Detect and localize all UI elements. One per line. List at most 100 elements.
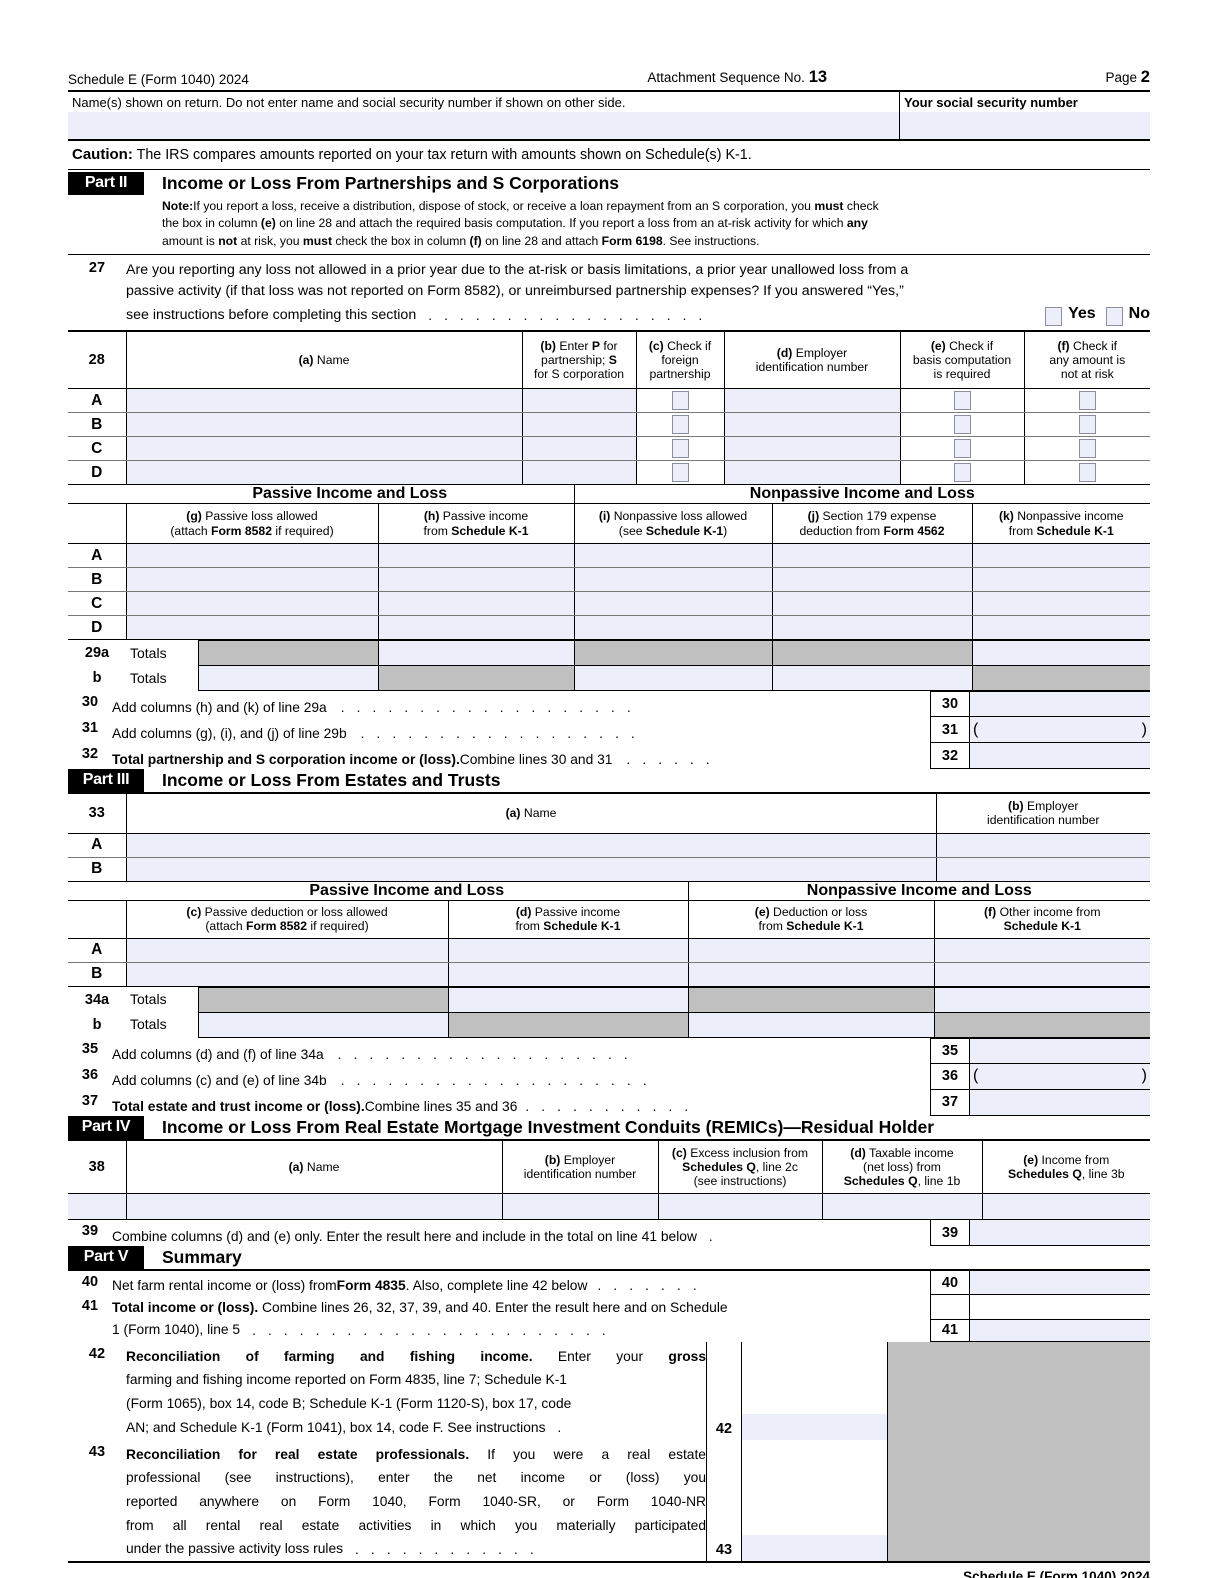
line-42-amount[interactable] (742, 1413, 887, 1440)
cell-28a-c[interactable] (125, 436, 522, 462)
cell-k-a[interactable] (971, 543, 1151, 569)
line-39-amount[interactable] (970, 1220, 1150, 1247)
not-at-risk-checkbox[interactable] (1078, 415, 1096, 435)
cell-29b-g[interactable] (197, 665, 378, 692)
cell-i-a[interactable] (573, 543, 772, 569)
cell-38a[interactable] (125, 1193, 502, 1221)
cell-28f-b[interactable] (1023, 412, 1150, 438)
cell-h-b[interactable] (377, 567, 574, 593)
cell-j-d[interactable] (771, 615, 972, 641)
cell-33b-b[interactable] (935, 857, 1150, 882)
line-35-amount[interactable] (970, 1037, 1150, 1064)
cell-34b-e[interactable] (687, 1012, 934, 1038)
cell-28e-c[interactable] (899, 436, 1024, 462)
cell-34a-d[interactable] (447, 986, 688, 1013)
cell-c-a[interactable] (125, 938, 448, 963)
cell-29a-k[interactable] (971, 640, 1150, 667)
line-37-amount[interactable] (970, 1089, 1150, 1116)
basis-computation-checkbox[interactable] (953, 439, 971, 459)
cell-38d[interactable] (821, 1193, 982, 1221)
cell-28d-d[interactable] (723, 460, 900, 486)
foreign-partnership-checkbox[interactable] (671, 415, 689, 435)
cell-28d-c[interactable] (723, 436, 900, 462)
foreign-partnership-checkbox[interactable] (671, 391, 689, 411)
cell-g-b[interactable] (125, 567, 378, 593)
cell-g-a[interactable] (125, 543, 378, 569)
cell-i-b[interactable] (573, 567, 772, 593)
line-27-no-checkbox[interactable] (1105, 306, 1123, 326)
line-27-yes-checkbox[interactable] (1045, 306, 1063, 326)
basis-computation-checkbox[interactable] (953, 415, 971, 435)
cell-g-c[interactable] (125, 591, 378, 617)
basis-computation-checkbox[interactable] (953, 463, 971, 483)
cell-38c[interactable] (657, 1193, 822, 1221)
cell-d-a[interactable] (447, 938, 688, 963)
cell-28f-c[interactable] (1023, 436, 1150, 462)
cell-k-c[interactable] (971, 591, 1151, 617)
cell-j-c[interactable] (771, 591, 972, 617)
cell-28d-a[interactable] (723, 388, 900, 414)
cell-28f-a[interactable] (1023, 388, 1150, 414)
foreign-partnership-checkbox[interactable] (671, 463, 689, 483)
cell-h-a[interactable] (377, 543, 574, 569)
cell-28f-d[interactable] (1023, 460, 1150, 486)
line-33-number: 33 (68, 793, 126, 834)
cell-j-a[interactable] (771, 543, 972, 569)
ssn-input[interactable] (900, 112, 1150, 139)
cell-d-b[interactable] (447, 962, 688, 987)
cell-28e-b[interactable] (899, 412, 1024, 438)
cell-34b-c[interactable] (197, 1012, 448, 1038)
part4-title: Income or Loss From Real Estate Mortgage… (162, 1116, 935, 1137)
cell-f-a[interactable] (933, 938, 1151, 963)
basis-computation-checkbox[interactable] (953, 391, 971, 411)
cell-29a-h[interactable] (377, 640, 574, 667)
cell-28d-b[interactable] (723, 412, 900, 438)
cell-28e-a[interactable] (899, 388, 1024, 414)
line-30-amount[interactable] (970, 691, 1150, 718)
cell-e-b[interactable] (687, 962, 934, 987)
cell-29b-j[interactable] (771, 665, 972, 692)
line-27-text-l3: see instructions before completing this … (126, 306, 417, 323)
cell-28c-d[interactable] (635, 460, 724, 486)
cell-33a-a[interactable] (125, 833, 936, 858)
cell-28c-c[interactable] (635, 436, 724, 462)
cell-38e[interactable] (981, 1193, 1150, 1221)
cell-28e-d[interactable] (899, 460, 1024, 486)
cell-28b-b[interactable] (521, 412, 636, 438)
cell-h-c[interactable] (377, 591, 574, 617)
cell-i-d[interactable] (573, 615, 772, 641)
cell-28b-a[interactable] (521, 388, 636, 414)
cell-c-b[interactable] (125, 962, 448, 987)
cell-33b-a[interactable] (935, 833, 1150, 858)
cell-k-b[interactable] (971, 567, 1151, 593)
cell-28a-d[interactable] (125, 460, 522, 486)
cell-g-d[interactable] (125, 615, 378, 641)
cell-38b[interactable] (501, 1193, 658, 1221)
cell-h-d[interactable] (377, 615, 574, 641)
line-40-amount[interactable] (970, 1271, 1150, 1296)
cell-34a-f[interactable] (933, 986, 1150, 1013)
line-43-amount[interactable] (742, 1535, 887, 1562)
not-at-risk-checkbox[interactable] (1078, 463, 1096, 483)
cell-e-a[interactable] (687, 938, 934, 963)
name-input[interactable] (68, 112, 899, 139)
cell-33a-b[interactable] (125, 857, 936, 882)
cell-28a-b[interactable] (125, 412, 522, 438)
cell-29b-i[interactable] (573, 665, 772, 692)
cell-i-c[interactable] (573, 591, 772, 617)
cell-28c-a[interactable] (635, 388, 724, 414)
line-32-amount[interactable] (970, 743, 1150, 770)
not-at-risk-checkbox[interactable] (1078, 391, 1096, 411)
cell-28b-c[interactable] (521, 436, 636, 462)
line-36-amount[interactable]: () (970, 1063, 1150, 1090)
foreign-partnership-checkbox[interactable] (671, 439, 689, 459)
cell-28b-d[interactable] (521, 460, 636, 486)
cell-k-d[interactable] (971, 615, 1151, 641)
cell-f-b[interactable] (933, 962, 1151, 987)
line-31-amount[interactable]: () (970, 717, 1150, 744)
cell-j-b[interactable] (771, 567, 972, 593)
cell-28c-b[interactable] (635, 412, 724, 438)
not-at-risk-checkbox[interactable] (1078, 439, 1096, 459)
line-41-amount[interactable] (970, 1320, 1150, 1342)
cell-28a-a[interactable] (125, 388, 522, 414)
